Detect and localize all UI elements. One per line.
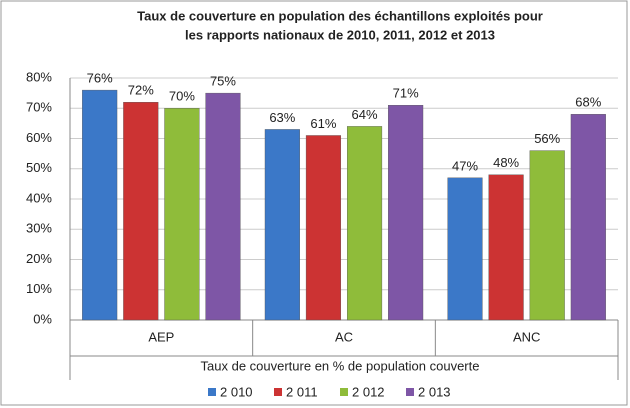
y-tick-label: 60% xyxy=(26,130,52,145)
bar xyxy=(570,114,606,321)
legend-label: 2 011 xyxy=(286,384,318,399)
value-label: 64% xyxy=(352,107,378,122)
chart-title: les rapports nationaux de 2010, 2011, 20… xyxy=(185,27,495,42)
y-tick-label: 70% xyxy=(26,100,52,115)
legend-swatch xyxy=(274,388,282,396)
value-label: 48% xyxy=(493,155,519,170)
value-label: 61% xyxy=(310,116,336,131)
bar xyxy=(82,89,118,321)
x-axis-label: Taux de couverture en % de population co… xyxy=(201,358,480,373)
value-label: 76% xyxy=(87,71,113,86)
value-label: 70% xyxy=(169,89,195,104)
chart-title: Taux de couverture en population des éch… xyxy=(137,8,543,23)
value-label: 75% xyxy=(210,74,236,89)
legend-label: 2 010 xyxy=(220,384,253,399)
legend-label: 2 012 xyxy=(352,384,385,399)
bar xyxy=(164,108,200,321)
bar xyxy=(488,174,524,321)
y-tick-label: 40% xyxy=(26,190,52,205)
value-label: 63% xyxy=(269,110,295,125)
y-tick-label: 20% xyxy=(26,251,52,266)
legend-swatch xyxy=(406,388,414,396)
legend-label: 2 013 xyxy=(418,384,451,399)
legend-swatch xyxy=(340,388,348,396)
bar xyxy=(123,101,159,321)
y-tick-label: 80% xyxy=(26,69,52,84)
bar xyxy=(205,92,241,321)
y-tick-label: 10% xyxy=(26,281,52,296)
bar xyxy=(346,126,383,321)
value-label: 68% xyxy=(575,95,601,110)
y-tick-label: 0% xyxy=(33,311,52,326)
value-label: 72% xyxy=(128,83,154,98)
bar xyxy=(305,135,342,321)
bar xyxy=(264,129,300,321)
bar xyxy=(529,150,565,321)
y-tick-label: 30% xyxy=(26,221,52,236)
x-tick-label: AC xyxy=(335,329,353,344)
value-label: 56% xyxy=(534,131,560,146)
value-label: 47% xyxy=(452,158,478,173)
bar xyxy=(447,177,483,321)
x-tick-label: AEP xyxy=(148,329,174,344)
y-tick-label: 50% xyxy=(26,160,52,175)
bar xyxy=(388,105,424,321)
legend-swatch xyxy=(208,388,216,396)
value-label: 71% xyxy=(393,86,419,101)
x-tick-label: ANC xyxy=(513,329,540,344)
